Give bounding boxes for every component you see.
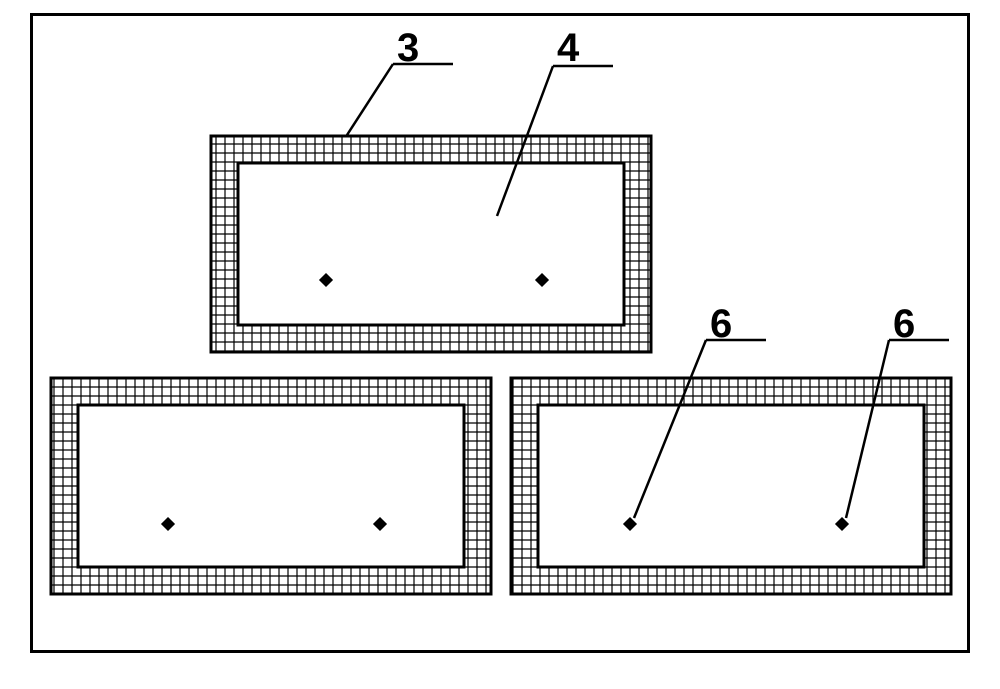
block-right-inner-border bbox=[538, 405, 924, 567]
block-top-hatched-wall bbox=[211, 136, 651, 352]
callout-label-4: 4 bbox=[557, 26, 579, 71]
callout-label-6a: 6 bbox=[710, 302, 732, 347]
block-left-inner-border bbox=[78, 405, 464, 567]
callout-label-6b: 6 bbox=[893, 302, 915, 347]
block-left-hatched-wall bbox=[51, 378, 491, 594]
leader-line-6a bbox=[634, 340, 706, 518]
block-top-inner-border bbox=[238, 163, 624, 325]
block-right-outer-border bbox=[511, 378, 951, 594]
dot-marker-5 bbox=[836, 518, 848, 530]
dot-marker-1 bbox=[536, 274, 548, 286]
diagram-stage: 3 4 6 6 bbox=[0, 0, 1000, 689]
leader-line-6b bbox=[846, 340, 889, 518]
dot-marker-3 bbox=[374, 518, 386, 530]
svg-layer bbox=[0, 0, 1000, 689]
dot-marker-0 bbox=[320, 274, 332, 286]
block-right-hatched-wall bbox=[511, 378, 951, 594]
dot-marker-4 bbox=[624, 518, 636, 530]
block-left-outer-border bbox=[51, 378, 491, 594]
dot-marker-2 bbox=[162, 518, 174, 530]
callout-label-3: 3 bbox=[397, 26, 419, 71]
leader-line-3 bbox=[347, 64, 393, 135]
block-top-outer-border bbox=[211, 136, 651, 352]
